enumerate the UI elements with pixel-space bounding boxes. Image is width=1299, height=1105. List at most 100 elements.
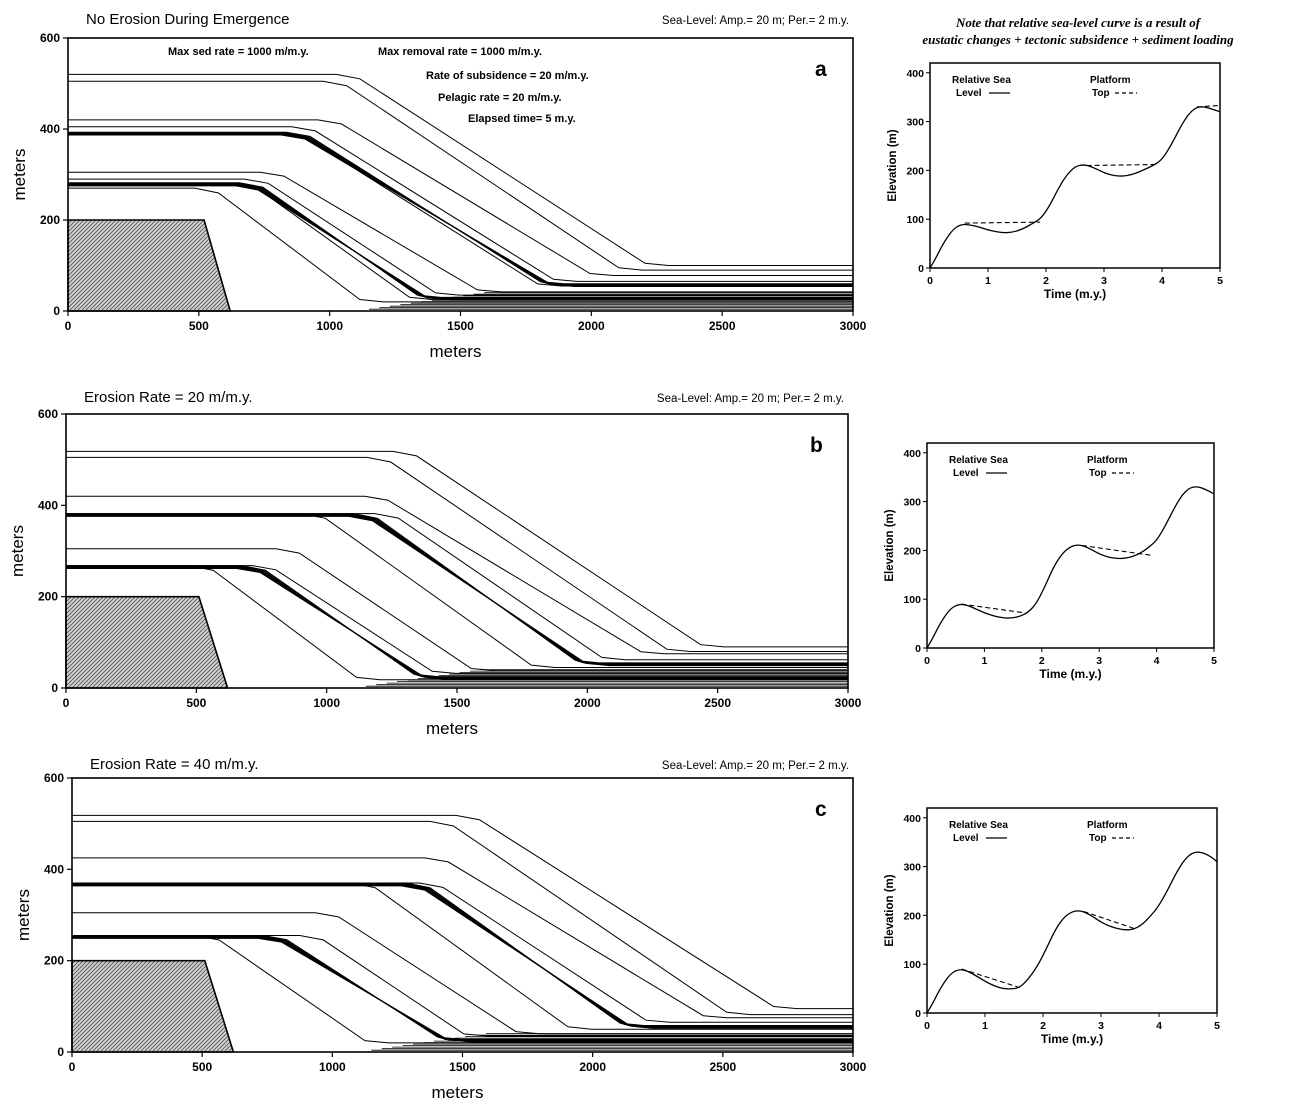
horizon-line <box>66 456 848 652</box>
figure-note-line-2: eustatic changes + tectonic subsidence +… <box>922 32 1234 47</box>
x-tick-label: 3000 <box>835 696 862 710</box>
legend-sea-label-1: Relative Sea <box>949 820 1008 831</box>
y-tick-label: 0 <box>915 1008 921 1020</box>
x-axis-label: Time (m.y.) <box>1039 667 1101 681</box>
y-tick-label: 400 <box>906 68 924 80</box>
x-tick-label: 3000 <box>840 1060 867 1074</box>
y-tick-label: 300 <box>906 117 924 129</box>
x-tick-label: 3 <box>1098 1020 1104 1032</box>
x-tick-label: 0 <box>924 655 930 667</box>
platform-top-line <box>1086 163 1157 167</box>
panel-annotation: Elapsed time= 5 m.y. <box>468 113 576 125</box>
x-tick-label: 4 <box>1154 655 1160 667</box>
y-tick-label: 100 <box>903 959 921 971</box>
y-tick-label: 300 <box>903 497 921 509</box>
horizon-line <box>68 171 853 293</box>
band-line <box>68 134 853 287</box>
relative-sea-level-line <box>927 486 1214 648</box>
panel-c: 0 500 1000 1500 2000 2500 3000 0 200 400 600 meters… <box>14 756 867 1102</box>
x-tick-label: 5 <box>1217 275 1223 287</box>
x-tick-label: 1500 <box>449 1060 476 1074</box>
x-tick-label: 0 <box>69 1060 76 1074</box>
x-tick-label: 3 <box>1096 655 1102 667</box>
y-tick-label: 200 <box>903 545 921 557</box>
platform-top-line <box>1196 104 1220 108</box>
panel-annotation: Max removal rate = 1000 m/m.y. <box>378 46 542 58</box>
legend-top-label-2: Top <box>1089 468 1107 479</box>
legend-sea-label-2: Level <box>953 833 979 844</box>
legend-sea-label-1: Relative Sea <box>952 75 1011 86</box>
relative-sea-level-line <box>930 106 1220 268</box>
x-axis-label: meters <box>426 719 478 738</box>
inset-frame <box>926 442 1215 649</box>
horizons-c <box>72 814 853 1052</box>
x-tick-label: 1000 <box>316 319 343 333</box>
horizon-line <box>72 857 853 1019</box>
panels: 0 500 1000 1500 2000 2500 30000200400600meters… <box>8 11 1223 1102</box>
panel-title: No Erosion During Emergence <box>86 11 289 28</box>
x-tick-label: 0 <box>63 696 70 710</box>
y-tick-label: 0 <box>918 263 924 275</box>
panel-subtitle: Sea-Level: Amp.= 20 m; Per.= 2 m.y. <box>662 760 849 772</box>
x-tick-label: 500 <box>186 696 206 710</box>
x-tick-label: 0 <box>65 319 72 333</box>
panel-title: Erosion Rate = 40 m/m.y. <box>90 756 259 773</box>
y-axis-label: Elevation (m) <box>884 509 896 581</box>
y-tick-label: 600 <box>40 31 60 45</box>
relative-sea-level-line <box>927 851 1217 1013</box>
inset-series <box>930 104 1220 268</box>
x-tick-label: 0 <box>924 1020 930 1032</box>
y-tick-label: 400 <box>903 448 921 460</box>
x-tick-label: 500 <box>192 1060 212 1074</box>
inset-frame <box>926 807 1218 1014</box>
band-line <box>72 885 853 1029</box>
inset-frame <box>929 62 1221 269</box>
y-tick-label: 300 <box>903 862 921 874</box>
y-tick-label: 0 <box>57 1045 64 1059</box>
legend-top-label-1: Platform <box>1087 455 1128 466</box>
horizon-line <box>66 548 848 672</box>
y-tick-label: 0 <box>915 643 921 655</box>
x-tick-label: 5 <box>1211 655 1217 667</box>
panel-annotation: Max sed rate = 1000 m/m.y. <box>168 46 309 58</box>
inset-series <box>927 486 1214 648</box>
panel-a-inset: 0 1 2 3 4 5 0 100 200 300 400 Time (m.y.) Elevation … <box>887 62 1223 301</box>
horizon-line <box>66 450 848 648</box>
band-line <box>66 567 848 680</box>
y-tick-label: 200 <box>906 165 924 177</box>
y-tick-label: 400 <box>40 122 60 136</box>
y-axis-label: meters <box>14 889 33 941</box>
platform-top-line <box>1083 910 1136 930</box>
platform-top-line <box>964 221 1041 224</box>
x-tick-label: 0 <box>927 275 933 287</box>
x-tick-label: 3 <box>1101 275 1107 287</box>
x-tick-label: 1500 <box>447 319 474 333</box>
basement-platform <box>65 595 229 689</box>
horizon-line <box>72 820 853 1016</box>
platform-top-line <box>961 603 1025 614</box>
panel-letter: b <box>810 434 823 457</box>
y-tick-label: 100 <box>903 594 921 606</box>
x-tick-label: 1000 <box>319 1060 346 1074</box>
horizon-line <box>68 126 853 282</box>
x-tick-label: 500 <box>189 319 209 333</box>
basement-platform <box>67 219 232 312</box>
y-tick-label: 600 <box>44 771 64 785</box>
platform-top-line <box>1081 544 1151 556</box>
legend-sea-label-2: Level <box>953 468 979 479</box>
legend-sea-label-1: Relative Sea <box>949 455 1008 466</box>
panel-subtitle: Sea-Level: Amp.= 20 m; Per.= 2 m.y. <box>662 15 849 27</box>
x-tick-label: 4 <box>1156 1020 1162 1032</box>
x-tick-label: 4 <box>1159 275 1165 287</box>
horizon-line <box>68 73 853 266</box>
x-tick-label: 2000 <box>578 319 605 333</box>
horizon-line <box>72 814 853 1010</box>
legend-top-label-1: Platform <box>1090 75 1131 86</box>
x-tick-label: 1 <box>985 275 991 287</box>
horizon-line <box>68 178 853 296</box>
horizon-line <box>68 80 853 271</box>
inset-series <box>927 851 1217 1013</box>
x-axis-label: Time (m.y.) <box>1041 1032 1103 1046</box>
panel-letter: a <box>815 58 827 81</box>
